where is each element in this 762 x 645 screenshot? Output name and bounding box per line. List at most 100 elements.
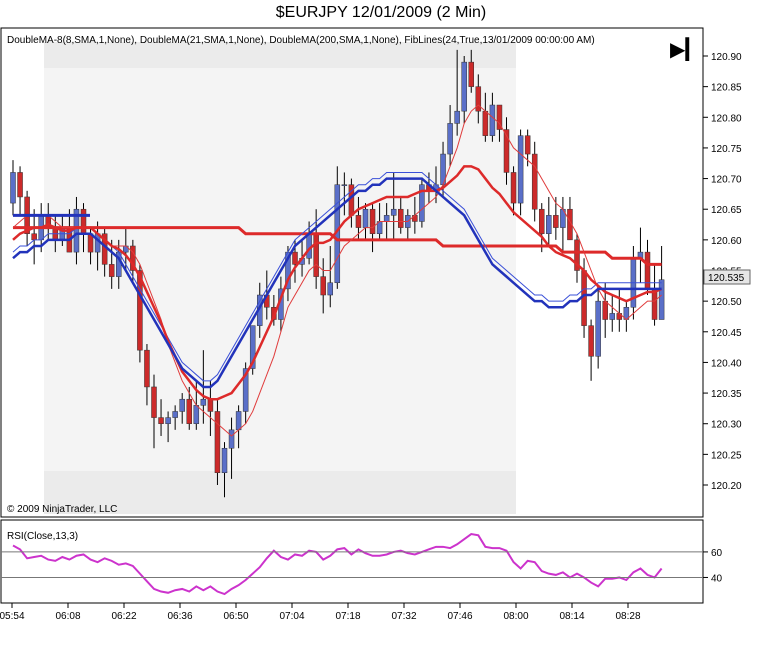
candle-body [158,417,164,424]
candle [454,49,460,136]
candle-body [235,411,242,431]
candle-body [510,172,517,204]
candle [320,258,326,314]
copyright-label: © 2009 NinjaTrader, LLC [7,504,117,515]
candle [186,386,192,430]
candle-body [362,208,369,228]
candle-body [398,208,404,228]
candle-body [292,251,298,265]
price-tick-label: 120.25 [711,450,742,461]
candle-body [553,215,559,228]
indicators-label: DoubleMA-8(8,SMA,1,None), DoubleMA(21,SM… [7,35,595,46]
chart-title: $EURJPY 12/01/2009 (2 Min) [275,4,487,21]
time-tick-label: 07:32 [391,611,416,622]
rsi-tick-label: 60 [711,548,723,559]
candle [172,405,178,430]
candle-body [179,398,185,412]
time-tick-label: 07:46 [447,611,472,622]
candle [179,393,185,424]
candle [447,105,453,167]
candle [510,166,517,216]
rsi-axis: 60 40 [1,548,723,584]
candle [595,288,601,369]
last-price-marker: 120.535 [703,269,751,285]
candle [398,196,404,234]
price-tick-label: 120.85 [711,83,742,94]
time-tick-label: 08:00 [503,611,528,622]
candle-body [574,239,580,271]
candle-body [193,405,200,424]
candle-body [369,208,376,234]
candle-body [503,129,510,173]
time-tick-label: 08:28 [615,611,640,622]
candle-body [10,172,16,204]
candle [341,172,348,216]
candle-body [454,110,460,124]
candle-body [200,398,207,406]
candle-body [383,215,390,222]
candle [228,417,235,479]
fib-band-top [44,42,516,68]
time-tick-label: 06:36 [167,611,192,622]
candle-body [602,300,608,320]
candle-body [468,61,474,87]
candle [546,196,552,246]
candle [588,319,594,381]
candle-body [531,153,538,210]
candle-body [588,325,594,357]
time-tick-label: 06:22 [111,611,136,622]
candle [609,295,615,332]
rsi-plot [12,532,663,596]
candle-body [242,368,249,412]
rsi-line [12,532,663,596]
rsi-tick-label: 40 [711,573,723,584]
ma-8-line [12,104,662,437]
time-tick-label: 06:50 [223,611,248,622]
scroll-to-end-button[interactable]: ▶▎ [670,37,701,61]
candle-body [144,349,150,388]
candle-body [461,61,467,112]
candle-body [130,245,136,271]
candle-body [108,264,115,277]
candle-body [221,447,228,473]
candle-body [151,386,157,418]
candle-body [228,429,235,449]
candle-body [17,172,23,198]
candle-body [609,313,615,320]
rsi-label: RSI(Close,13,3) [7,531,78,542]
candle [574,233,580,283]
candle [468,49,474,93]
candle-body [31,233,37,241]
candle [17,166,23,216]
candle-body [517,135,524,204]
moving-averages [12,104,663,437]
candle [553,196,559,240]
rsi-panel [0,519,704,604]
candle-body [658,279,665,320]
time-tick-label: 06:08 [55,611,80,622]
candle-body [644,251,651,290]
candle [531,141,538,222]
candle [419,178,425,228]
fib-lines [44,42,516,514]
time-tick-label: 05:54 [0,611,25,622]
candle-body [390,208,397,216]
candle-body [489,104,496,136]
candle [475,74,482,124]
candle [73,196,80,265]
price-tick-label: 120.50 [711,297,742,308]
candle-body [546,215,552,234]
time-tick-label: 08:14 [559,611,584,622]
candle-body [539,208,545,234]
candle [355,196,362,240]
time-axis: 05:54 06:08 06:22 06:36 06:50 07:04 07:18 07:32… [0,602,703,622]
price-tick-label: 120.90 [711,52,742,63]
fib-zone [44,68,516,471]
candle-body [419,184,425,222]
candle [567,196,573,241]
candle [214,399,221,485]
candle [461,56,467,124]
candle-body [137,270,143,351]
candle-body [165,417,171,424]
